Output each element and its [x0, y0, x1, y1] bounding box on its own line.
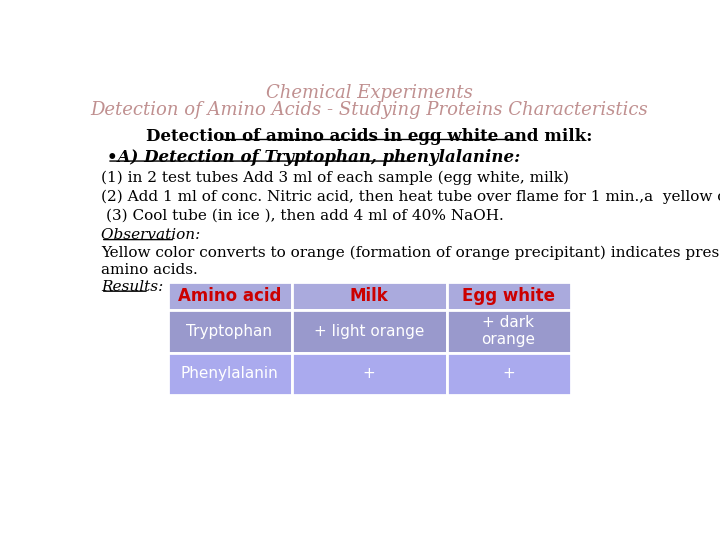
FancyBboxPatch shape	[168, 309, 292, 353]
Text: Amino acid: Amino acid	[178, 287, 282, 305]
Text: Chemical Experiments: Chemical Experiments	[266, 84, 472, 102]
Text: +: +	[502, 367, 515, 381]
FancyBboxPatch shape	[446, 282, 570, 309]
Text: Yellow color converts to orange (formation of orange precipitant) indicates pres: Yellow color converts to orange (formati…	[101, 246, 720, 260]
FancyBboxPatch shape	[168, 353, 292, 395]
Text: •A) Detection of Tryptophan, phenylalanine:: •A) Detection of Tryptophan, phenylalani…	[107, 150, 521, 166]
Text: (1) in 2 test tubes Add 3 ml of each sample (egg white, milk): (1) in 2 test tubes Add 3 ml of each sam…	[101, 170, 569, 185]
Text: Detection of amino acids in egg white and milk:: Detection of amino acids in egg white an…	[146, 128, 592, 145]
Text: (2) Add 1 ml of conc. Nitric acid, then heat tube over flame for 1 min.,a  yello: (2) Add 1 ml of conc. Nitric acid, then …	[101, 190, 720, 204]
Text: + dark
orange: + dark orange	[482, 315, 536, 347]
Text: Observation:: Observation:	[101, 228, 205, 242]
Text: Egg white: Egg white	[462, 287, 555, 305]
Text: +: +	[363, 367, 375, 381]
FancyBboxPatch shape	[446, 353, 570, 395]
Text: Phenylalanin: Phenylalanin	[181, 367, 279, 381]
Text: Detection of Amino Acids - Studying Proteins Characteristics: Detection of Amino Acids - Studying Prot…	[90, 101, 648, 119]
Text: amino acids.: amino acids.	[101, 262, 197, 276]
Text: (3) Cool tube (in ice ), then add 4 ml of 40% NaOH.: (3) Cool tube (in ice ), then add 4 ml o…	[106, 209, 503, 223]
FancyBboxPatch shape	[292, 282, 446, 309]
FancyBboxPatch shape	[292, 309, 446, 353]
Text: Results:: Results:	[101, 280, 163, 294]
FancyBboxPatch shape	[168, 282, 292, 309]
FancyBboxPatch shape	[446, 309, 570, 353]
FancyBboxPatch shape	[292, 353, 446, 395]
Text: Tryptophan: Tryptophan	[186, 323, 272, 339]
Text: Milk: Milk	[350, 287, 388, 305]
Text: + light orange: + light orange	[314, 323, 424, 339]
